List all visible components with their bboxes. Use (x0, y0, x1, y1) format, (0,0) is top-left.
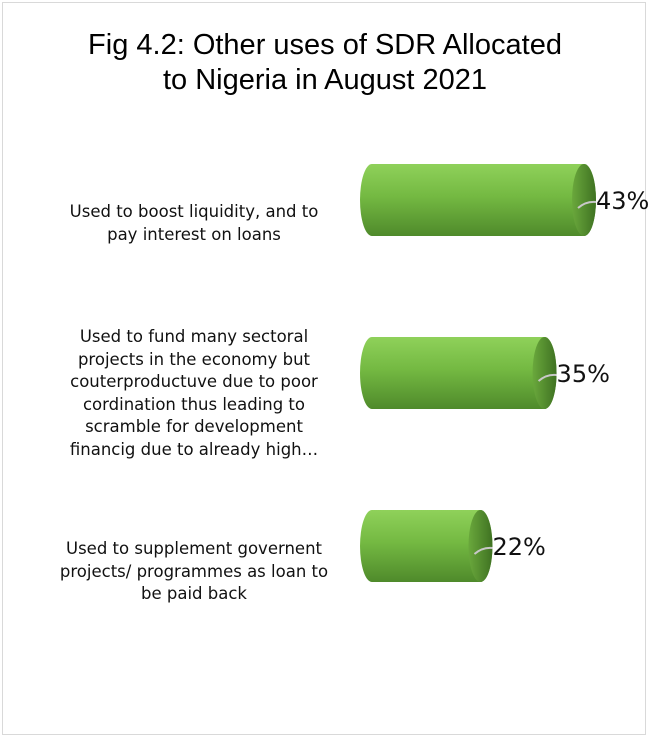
data-label-2: 35% (557, 360, 610, 388)
leader-line-3 (473, 546, 493, 555)
category-label-2-line: scramble for development (85, 417, 303, 437)
bar-1 (360, 164, 596, 236)
data-label-3: 22% (492, 533, 545, 561)
category-label-1-line: Used to boost liquidity, and to (69, 202, 319, 221)
bar-cap-2 (532, 337, 557, 409)
leader-line-2 (537, 373, 557, 382)
chart-title: Fig 4.2: Other uses of SDR Allocated to … (0, 28, 650, 98)
category-label-3-line: projects/ programmes as loan to (59, 561, 329, 581)
category-label-2-line: projects in the economy but (77, 349, 311, 369)
category-label-1: Used to boost liquidity, and to pay inte… (34, 201, 354, 246)
bar-cap-3 (468, 510, 493, 582)
chart-title-line-2: to Nigeria in August 2021 (162, 64, 488, 96)
bar-cap-1 (572, 164, 596, 236)
category-label-1-line: pay interest on loans (107, 224, 281, 244)
category-label-3: Used to supplement governent projects/ p… (34, 538, 354, 606)
leader-line-1 (577, 200, 597, 209)
category-label-2-line: Used to fund many sectoral (79, 327, 309, 346)
category-label-2-line: couterproductuve due to poor (70, 372, 318, 392)
chart-title-line-1: Fig 4.2: Other uses of SDR Allocated (88, 29, 562, 61)
category-label-2-line: cordination thus leading to (82, 394, 305, 414)
category-label-2: Used to fund many sectoral projects in t… (34, 326, 354, 462)
bar-3 (360, 510, 493, 582)
category-label-2-line: financig due to already high… (69, 439, 319, 459)
category-label-3-line: be paid back (141, 584, 247, 604)
category-label-3-line: Used to supplement governent (66, 539, 322, 558)
data-label-1: 43% (596, 187, 649, 215)
bar-2 (360, 337, 557, 409)
